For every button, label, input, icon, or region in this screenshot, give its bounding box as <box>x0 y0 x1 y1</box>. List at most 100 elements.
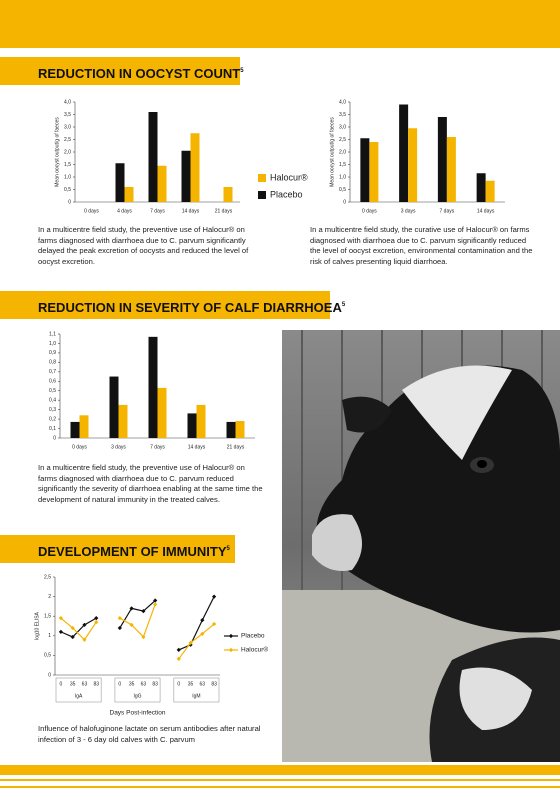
y-tick-label: 0,7 <box>49 369 56 375</box>
bar <box>485 180 495 202</box>
x-tick-label: 4 days <box>117 208 132 214</box>
x-tick-label: 83 <box>211 681 217 687</box>
x-tick-label: 3 days <box>401 208 416 214</box>
bar <box>190 133 200 202</box>
point <box>211 594 217 599</box>
bar <box>196 404 206 438</box>
bar <box>446 137 456 202</box>
y-tick-label: 4,0 <box>64 99 71 105</box>
legend-label: Halocur® <box>241 646 268 654</box>
heading-text: REDUCTION IN SEVERITY OF CALF DIARRHOEA <box>38 300 342 315</box>
x-tick-label: 0 days <box>84 208 99 214</box>
bar <box>235 420 245 438</box>
x-tick-label: 0 days <box>72 444 87 450</box>
heading-text: DEVELOPMENT OF IMMUNITY <box>38 544 227 559</box>
legend-marker <box>228 633 234 639</box>
x-axis-label: Days Post-infection <box>110 710 166 717</box>
point <box>141 608 146 614</box>
x-tick-label: 7 days <box>440 208 455 214</box>
bar <box>187 413 197 438</box>
bar <box>369 142 379 202</box>
top-band <box>0 0 560 48</box>
y-tick-label: 0 <box>68 199 71 205</box>
y-axis-label: Mean oocyst output/g of faeces <box>329 117 335 187</box>
y-tick-label: 0,5 <box>339 187 346 193</box>
paragraph: In a multicentre field study, the curati… <box>310 225 533 266</box>
bottom-band <box>0 765 560 775</box>
point <box>211 621 217 627</box>
y-tick-label: 2 <box>48 594 51 600</box>
x-tick-label: 7 days <box>150 208 165 214</box>
point <box>176 647 181 653</box>
y-tick-label: 0,5 <box>64 187 71 193</box>
y-tick-label: 3,0 <box>339 124 346 130</box>
x-tick-label: 0 <box>177 681 180 687</box>
bottom-rule <box>0 779 560 781</box>
heading-text: REDUCTION IN OOCYST COUNT <box>38 66 241 81</box>
bar <box>157 165 167 202</box>
heading-note: 5 <box>240 68 244 74</box>
y-tick-label: 2,5 <box>339 137 346 143</box>
legend-label: Halocur® <box>270 172 308 182</box>
calf-photo <box>282 330 560 762</box>
bar <box>118 404 128 438</box>
group-label: IgA <box>75 693 83 699</box>
point <box>129 622 134 627</box>
y-tick-label: 0,5 <box>44 653 51 659</box>
legend-swatch <box>258 191 266 199</box>
y-tick-label: 3,0 <box>64 124 71 130</box>
y-tick-label: 0,2 <box>49 416 56 422</box>
bar <box>148 336 158 438</box>
y-tick-label: 0,4 <box>49 398 56 404</box>
y-tick-label: 1,5 <box>64 162 71 168</box>
bar <box>226 421 236 438</box>
group-box <box>55 677 102 703</box>
y-axis-label: log10 ELISA <box>34 611 40 639</box>
x-tick-label: 35 <box>70 681 76 687</box>
group-label: IgG <box>133 693 141 699</box>
bar <box>124 187 134 202</box>
bar <box>181 150 191 202</box>
y-tick-label: 1 <box>48 633 51 639</box>
y-tick-label: 3,5 <box>64 112 71 118</box>
y-tick-label: 4,0 <box>339 99 346 105</box>
y-tick-label: 0,9 <box>49 350 56 356</box>
y-axis-label: Mean oocyst output/g of faeces <box>54 117 60 187</box>
group-box <box>173 677 220 703</box>
point <box>176 656 181 662</box>
bar <box>437 117 447 202</box>
x-tick-label: 35 <box>188 681 194 687</box>
x-tick-label: 63 <box>200 681 206 687</box>
point <box>153 602 158 607</box>
x-tick-label: 83 <box>93 681 99 687</box>
bar <box>399 104 409 202</box>
y-tick-label: 3,5 <box>339 112 346 118</box>
paragraph: In a multicentre field study, the preven… <box>38 225 249 266</box>
paragraph: In a multicentre field study, the preven… <box>38 463 263 504</box>
bar <box>70 421 80 438</box>
bar <box>476 173 486 202</box>
heading-note: 5 <box>341 302 346 308</box>
y-tick-label: 1,0 <box>339 174 346 180</box>
x-tick-label: 3 days <box>111 444 126 450</box>
y-tick-label: 2,0 <box>339 149 346 155</box>
x-tick-label: 63 <box>82 681 88 687</box>
bottom-rule <box>0 786 560 788</box>
y-tick-label: 0 <box>48 672 51 678</box>
y-tick-label: 0 <box>53 435 56 441</box>
point <box>129 606 134 611</box>
y-tick-label: 1,5 <box>44 614 51 620</box>
x-tick-label: 21 days <box>227 444 245 450</box>
y-tick-label: 0,8 <box>49 360 56 366</box>
point <box>200 631 205 636</box>
x-tick-label: 35 <box>129 681 135 687</box>
bar <box>223 187 233 202</box>
bar <box>109 376 119 438</box>
group-label: IgM <box>192 693 200 699</box>
x-tick-label: 0 days <box>362 208 377 214</box>
y-tick-label: 2,0 <box>64 149 71 155</box>
y-tick-label: 0,5 <box>49 388 56 394</box>
y-tick-label: 1,0 <box>64 174 71 180</box>
